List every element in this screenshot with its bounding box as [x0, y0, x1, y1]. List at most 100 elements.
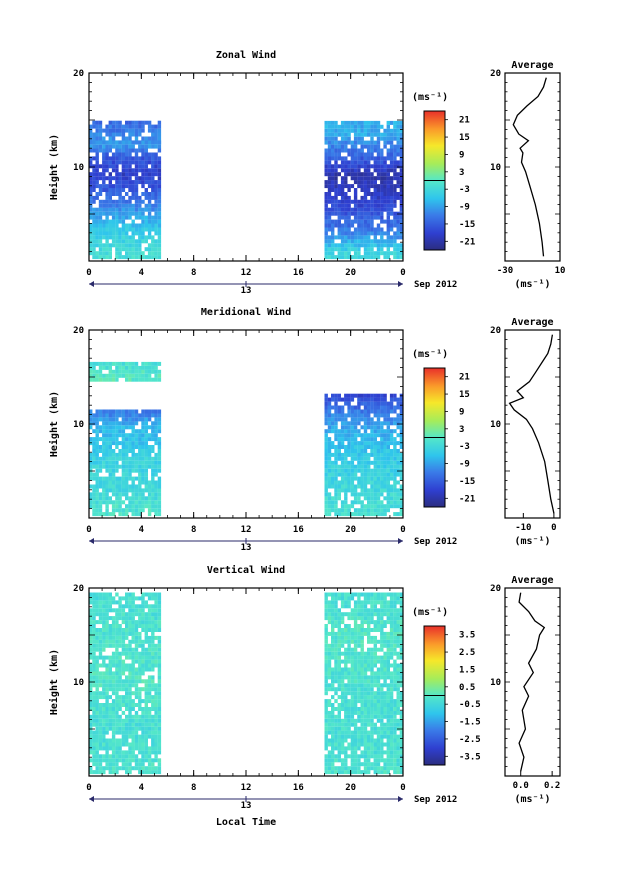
- heatmap-cell: [111, 425, 116, 430]
- heatmap-cell: [376, 456, 381, 461]
- heatmap-cell: [334, 738, 338, 743]
- heatmap-cell: [357, 635, 361, 640]
- heatmap-cell: [386, 616, 390, 621]
- heatmap-cell: [118, 699, 122, 704]
- heatmap-cell: [138, 215, 142, 220]
- heatmap-cell: [141, 227, 145, 232]
- heatmap-cell: [134, 766, 139, 771]
- heatmap-cell: [340, 596, 345, 601]
- heatmap-cell: [340, 433, 345, 438]
- heatmap-cell: [373, 401, 377, 406]
- heatmap-cell: [340, 604, 345, 609]
- heatmap-cell: [383, 496, 387, 501]
- heatmap-cell: [367, 456, 371, 461]
- heatmap-cell: [353, 247, 358, 252]
- heatmap-cell: [154, 710, 158, 715]
- heatmap-cell: [370, 401, 374, 406]
- heatmap-cell: [128, 243, 132, 248]
- heatmap-cell: [138, 667, 142, 672]
- heatmap-cell: [108, 192, 112, 196]
- heatmap-cell: [138, 492, 142, 497]
- heatmap-cell: [108, 480, 112, 485]
- heatmap-cell: [154, 452, 158, 457]
- heatmap-cell: [324, 730, 328, 735]
- heatmap-cell: [367, 699, 371, 704]
- heatmap-cell: [147, 231, 152, 236]
- heatmap-cell: [370, 726, 374, 731]
- heatmap-cell: [393, 766, 397, 771]
- heatmap-cell: [347, 476, 351, 481]
- heatmap-cell: [353, 683, 358, 688]
- heatmap-cell: [389, 219, 394, 224]
- heatmap-cell: [115, 488, 119, 493]
- heatmap-cell: [331, 132, 335, 137]
- heatmap-cell: [334, 195, 338, 200]
- heatmap-cell: [337, 413, 341, 418]
- heatmap-cell: [399, 675, 404, 680]
- heatmap-cell: [115, 140, 119, 145]
- heatmap-cell: [95, 425, 99, 430]
- heatmap-cell: [393, 231, 397, 236]
- heatmap-cell: [376, 738, 381, 743]
- heatmap-cell: [324, 211, 328, 216]
- heatmap-cell: [157, 223, 162, 228]
- heatmap-cell: [324, 409, 328, 414]
- heatmap-cell: [102, 433, 106, 438]
- heatmap-cell: [102, 596, 106, 601]
- heatmap-cell: [380, 484, 384, 489]
- heatmap-cell: [370, 718, 374, 723]
- heatmap-cell: [147, 754, 152, 759]
- heatmap-cell: [111, 746, 116, 751]
- heatmap-cell: [327, 726, 332, 731]
- heatmap-cell: [134, 683, 139, 688]
- heatmap-cell: [363, 750, 368, 755]
- heatmap-cell: [115, 361, 119, 366]
- heatmap-cell: [111, 691, 116, 696]
- heatmap-cell: [399, 600, 404, 605]
- heatmap-cell: [347, 425, 351, 430]
- heatmap-cell: [141, 612, 145, 617]
- heatmap-cell: [89, 500, 93, 505]
- heatmap-cell: [102, 377, 106, 382]
- heatmap-cell: [357, 203, 361, 208]
- heatmap-cell: [111, 140, 116, 145]
- heatmap-cell: [350, 647, 355, 652]
- heatmap-cell: [147, 192, 152, 196]
- heatmap-cell: [357, 460, 361, 465]
- heatmap-cell: [337, 397, 341, 402]
- heatmap-cell: [144, 496, 148, 501]
- heatmap-cell: [115, 168, 119, 173]
- heatmap-cell: [367, 393, 371, 398]
- heatmap-cell: [327, 215, 332, 220]
- heatmap-cell: [363, 452, 368, 457]
- heatmap-cell: [144, 624, 148, 628]
- heatmap-cell: [324, 596, 328, 601]
- heatmap-cell: [363, 675, 368, 680]
- heatmap-cell: [147, 718, 152, 723]
- heatmap-cell: [134, 714, 139, 719]
- heatmap-cell: [108, 464, 112, 469]
- heatmap-cell: [386, 492, 390, 497]
- heatmap-cell: [376, 600, 381, 605]
- heatmap-cell: [331, 695, 335, 700]
- heatmap-cell: [376, 405, 381, 410]
- heatmap-cell: [393, 429, 397, 434]
- heatmap-cell: [121, 195, 126, 200]
- heatmap-cell: [118, 199, 122, 204]
- heatmap-cell: [89, 148, 93, 153]
- heatmap-cell: [353, 452, 358, 457]
- heatmap-cell: [144, 203, 148, 208]
- heatmap-cell: [111, 639, 116, 644]
- heatmap-cell: [386, 449, 390, 453]
- heatmap-cell: [108, 718, 112, 723]
- heatmap-cell: [121, 211, 126, 216]
- heatmap-cell: [108, 227, 112, 232]
- heatmap-cell: [373, 742, 377, 747]
- heatmap-cell: [344, 655, 348, 660]
- heatmap-cell: [367, 647, 371, 652]
- heatmap-cell: [138, 508, 142, 513]
- heatmap-cell: [347, 172, 351, 177]
- heatmap-cell: [344, 247, 348, 252]
- heatmap-cell: [367, 152, 371, 157]
- heatmap-cell: [386, 754, 390, 759]
